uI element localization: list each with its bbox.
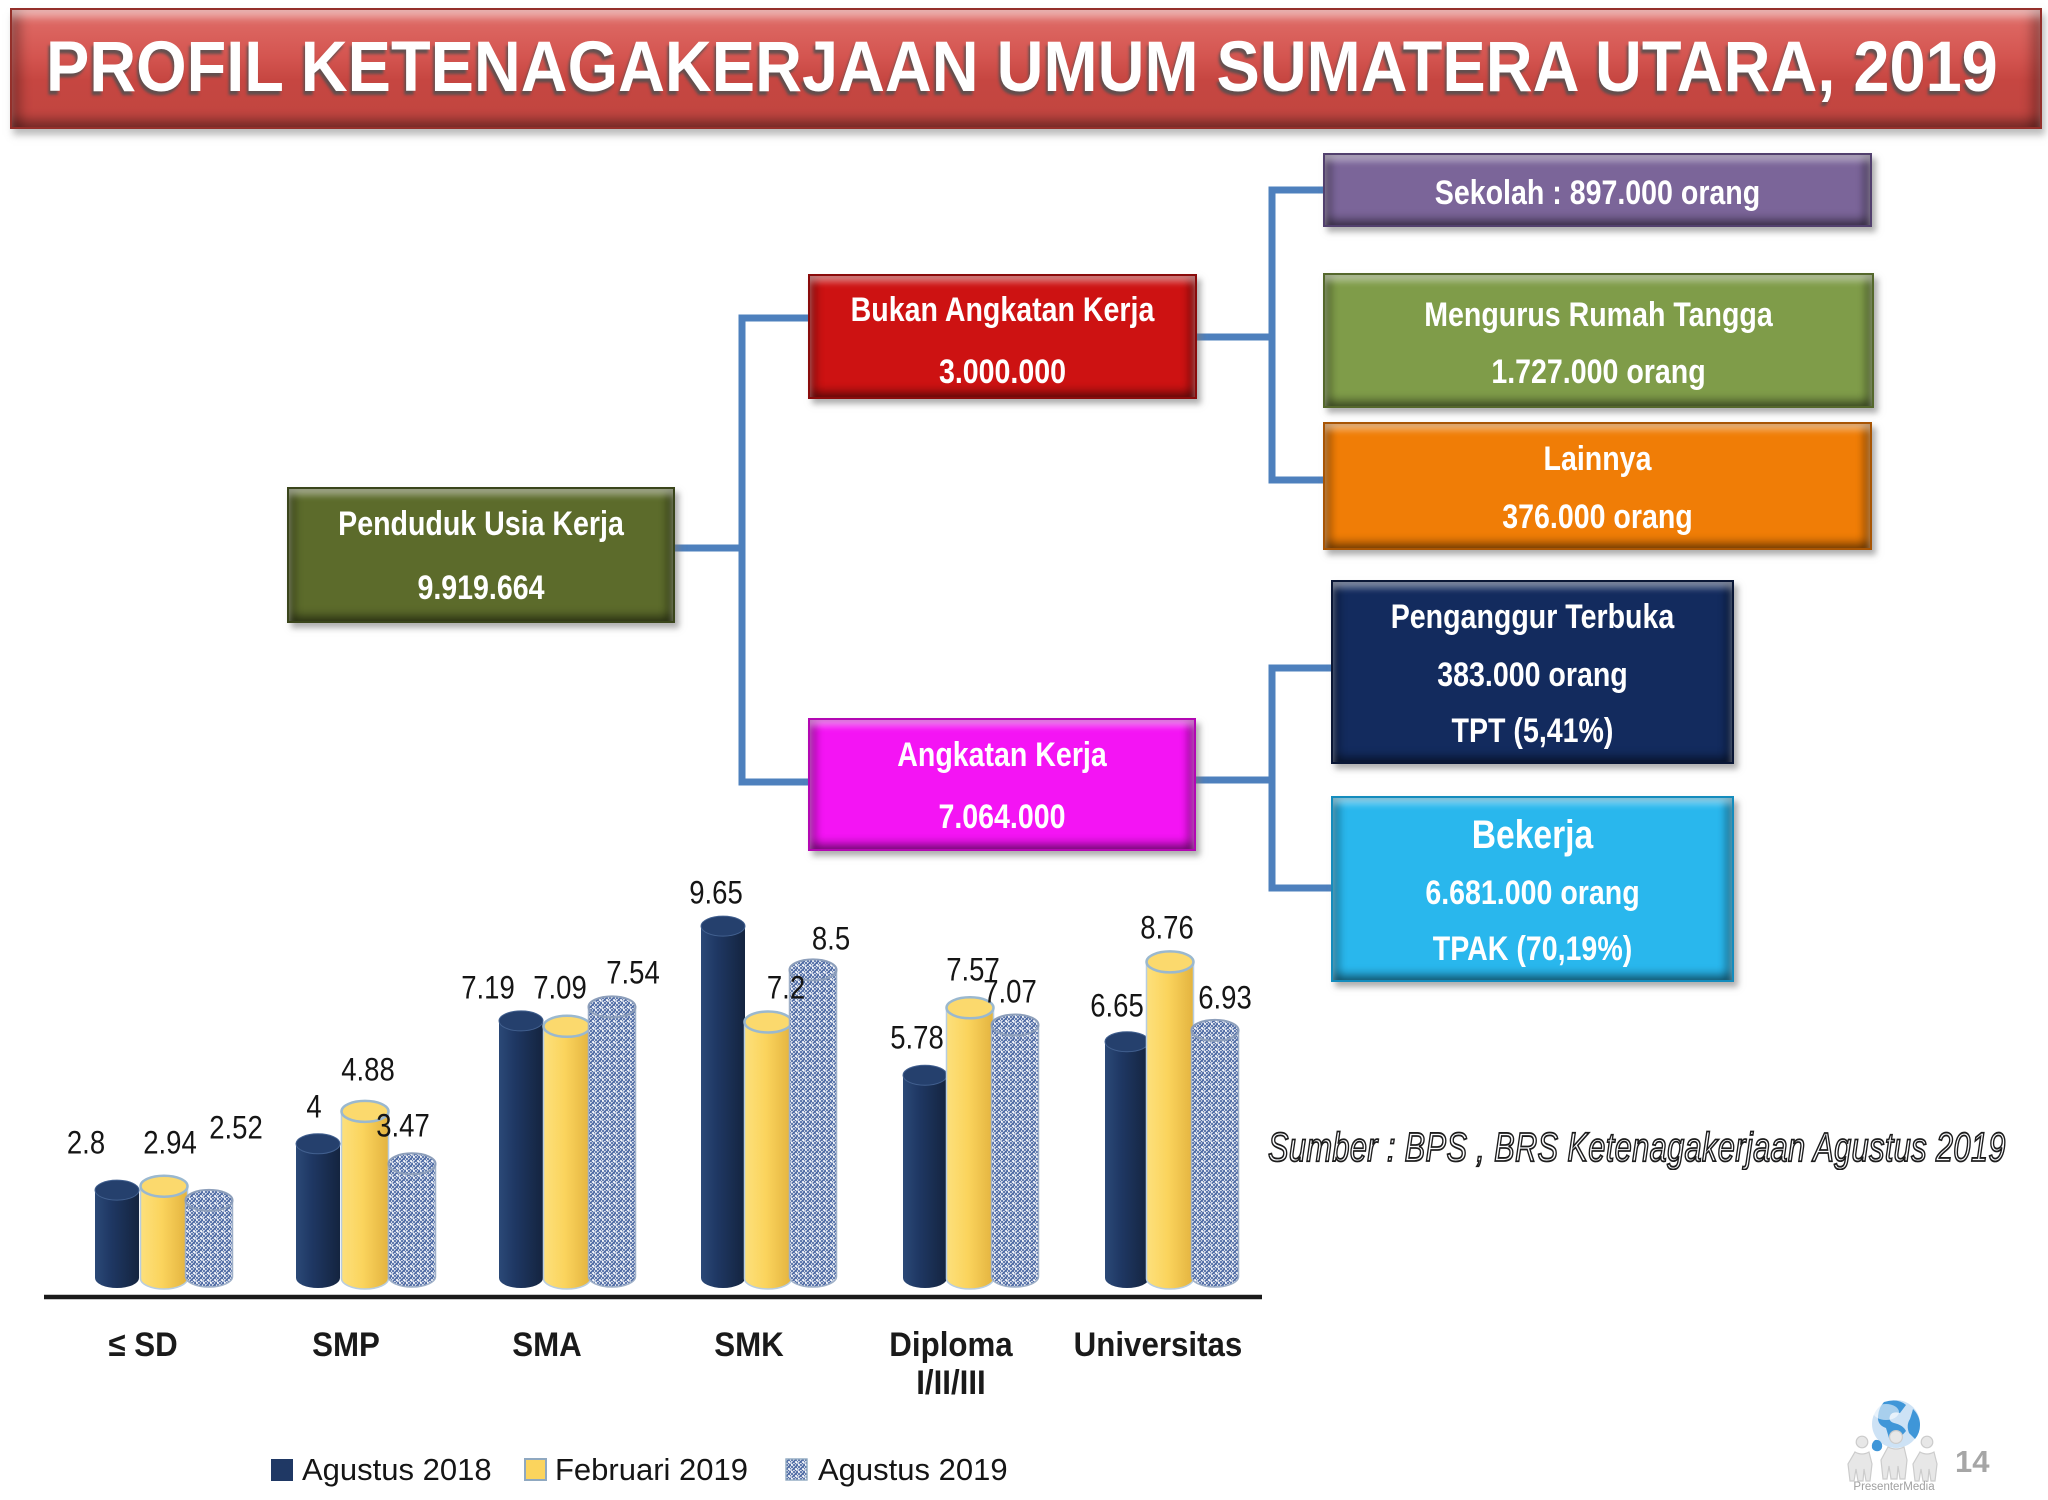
svg-text:PresenterMedia: PresenterMedia <box>1853 1481 1935 1493</box>
